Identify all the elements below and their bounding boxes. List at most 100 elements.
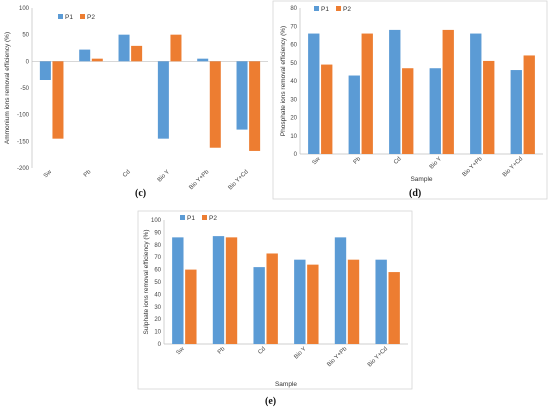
bar-d-p1-3 <box>429 68 441 154</box>
y-tick-label-c: 100 <box>19 6 30 12</box>
bar-e-p2-4 <box>347 259 360 344</box>
x-tick-label-d: Bio Y+Pb <box>462 156 484 178</box>
y-tick-label-d: 40 <box>290 79 297 85</box>
bar-c-p2-3 <box>170 34 182 62</box>
bar-e-p1-0 <box>172 237 184 344</box>
bar-d-p1-4 <box>470 33 482 154</box>
chart-panel-e: (e) 0 10 20 30 40 50 60 70 80 90 100 Sw Pb Cd Bio Y Bio… <box>137 210 413 407</box>
y-tick-label-e: 50 <box>154 280 161 286</box>
bar-d-p2-5 <box>523 55 535 155</box>
y-axis-label-c: Ammonium ions removal efficiency (%) <box>4 32 11 144</box>
bar-c-p1-0 <box>39 61 51 80</box>
y-tick-label-c: 0 <box>26 59 30 65</box>
y-tick-label-d: 70 <box>290 24 297 30</box>
bar-c-p1-2 <box>118 34 130 62</box>
bar-c-p2-2 <box>131 45 143 62</box>
bar-e-p1-2 <box>253 267 265 344</box>
bar-d-p2-3 <box>442 29 454 154</box>
bar-c-p1-3 <box>157 61 169 139</box>
y-tick-label-c: -100 <box>17 113 30 119</box>
y-tick-label-c: -200 <box>17 166 30 172</box>
bar-d-p2-1 <box>361 33 373 154</box>
y-tick-label-d: 10 <box>290 134 297 140</box>
y-tick-label-e: 10 <box>154 330 161 336</box>
bar-e-p2-2 <box>266 253 278 344</box>
bar-c-p1-5 <box>236 61 248 130</box>
bar-e-p2-1 <box>225 237 238 344</box>
bar-d-p2-4 <box>483 60 495 154</box>
legend-label-c-p2: P2 <box>87 14 95 21</box>
y-tick-label-d: 20 <box>290 116 297 122</box>
y-tick-label-d: 30 <box>290 97 297 103</box>
panel-border-d <box>272 0 548 200</box>
bar-d-p2-0 <box>321 64 333 154</box>
legend-swatch-c-p2 <box>80 14 85 19</box>
x-tick-label-d: Bio Y <box>429 156 443 170</box>
y-tick-label-e: 80 <box>154 243 161 249</box>
x-tick-label-c: Sw <box>43 169 54 180</box>
x-tick-label-e: Bio Y <box>293 346 307 360</box>
y-tick-label-e: 40 <box>154 292 161 298</box>
x-tick-label-e: Bio Y+Pb <box>326 346 348 368</box>
y-tick-label-d: 0 <box>294 152 298 158</box>
bar-e-p1-4 <box>334 237 347 344</box>
bar-e-p1-3 <box>294 259 306 344</box>
bar-d-p1-2 <box>389 29 401 154</box>
x-tick-label-d: Cd <box>393 156 403 166</box>
x-tick-label-e: Sw <box>176 346 187 357</box>
y-axis-label-d: Phosphate ions removal efficiency (%) <box>280 26 287 136</box>
x-tick-label-d: Pb <box>353 156 363 166</box>
legend-label-c-p1: P1 <box>65 14 73 21</box>
bar-c-p1-1 <box>79 49 91 62</box>
chart-panel-d: (d) 0 10 20 30 40 50 60 70 80 Sw Pb Cd Bio Y Bio Y+Pb… <box>272 0 548 200</box>
panel-label-d: (d) <box>409 188 421 199</box>
x-tick-label-c: Bio Y+Cd <box>228 169 250 191</box>
y-tick-label-e: 100 <box>151 218 162 224</box>
bar-d-p2-2 <box>402 68 414 154</box>
x-tick-label-c: Bio Y+Pb <box>188 169 210 191</box>
bar-e-p1-1 <box>212 236 225 344</box>
bar-c-p2-1 <box>91 58 103 62</box>
bar-c-p2-4 <box>209 61 221 148</box>
legend-swatch-d-p1 <box>314 6 319 11</box>
bar-c-p2-5 <box>249 61 261 151</box>
y-axis-label-e: Sulphate ions removal efficiency (%) <box>143 229 150 334</box>
bar-c-p1-4 <box>197 58 209 62</box>
y-tick-label-e: 60 <box>154 268 161 274</box>
y-tick-label-d: 80 <box>290 6 297 12</box>
x-tick-label-e: Pb <box>217 346 227 356</box>
x-tick-label-d: Sw <box>312 156 323 167</box>
legend-swatch-c-p1 <box>58 14 63 19</box>
x-tick-label-c: Cd <box>122 169 132 179</box>
legend-label-d-p1: P1 <box>321 6 329 13</box>
y-tick-label-e: 0 <box>158 342 162 348</box>
x-tick-label-c: Bio Y <box>157 169 171 183</box>
x-axis-label-d: Sample <box>410 176 432 183</box>
legend-swatch-e-p1 <box>180 215 185 220</box>
y-tick-label-e: 20 <box>154 317 161 323</box>
legend-swatch-e-p2 <box>202 215 207 220</box>
legend-label-d-p2: P2 <box>343 6 351 13</box>
y-tick-label-c: -150 <box>17 139 30 145</box>
bar-d-p1-0 <box>308 33 320 154</box>
y-tick-label-d: 60 <box>290 43 297 49</box>
x-tick-label-e: Cd <box>257 346 267 356</box>
legend-label-e-p1: P1 <box>187 215 195 222</box>
y-tick-label-c: -50 <box>20 86 29 92</box>
panel-label-c: (c) <box>135 188 146 199</box>
chart-panel-c: (c) -200 -150 -100 -50 0 50 100 Sw Pb Cd Bio Y Bio … <box>4 6 268 199</box>
legend-label-e-p2: P2 <box>209 215 217 222</box>
y-tick-label-d: 50 <box>290 61 297 67</box>
x-axis-label-e: Sample <box>275 381 297 388</box>
bar-e-p1-5 <box>375 259 387 344</box>
bar-e-p2-0 <box>185 269 197 344</box>
x-tick-label-e: Bio Y+Cd <box>367 346 389 368</box>
bar-c-p2-0 <box>52 61 64 139</box>
x-tick-label-c: Pb <box>83 169 93 179</box>
panel-label-e: (e) <box>265 396 276 407</box>
panel-border-e <box>137 210 413 390</box>
bar-d-p1-5 <box>510 70 522 154</box>
bar-e-p2-3 <box>307 264 319 344</box>
y-tick-label-e: 90 <box>154 230 161 236</box>
